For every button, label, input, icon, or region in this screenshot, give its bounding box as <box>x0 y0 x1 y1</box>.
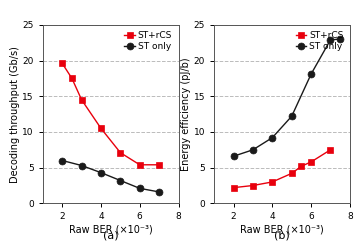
Text: (a): (a) <box>103 230 119 240</box>
ST+rCS <box>137 163 142 166</box>
Text: (b): (b) <box>274 230 290 240</box>
X-axis label: Raw BER (×10⁻³): Raw BER (×10⁻³) <box>69 224 152 234</box>
ST only <box>99 171 103 174</box>
ST only <box>338 38 342 41</box>
ST+rCS <box>299 165 303 168</box>
ST only <box>118 179 122 182</box>
ST only <box>290 115 294 118</box>
Legend: ST+rCS, ST only: ST+rCS, ST only <box>122 29 174 53</box>
ST only <box>137 187 142 190</box>
ST+rCS <box>328 148 333 151</box>
Line: ST only: ST only <box>230 36 344 160</box>
Y-axis label: Energy efficiency (pJ/b): Energy efficiency (pJ/b) <box>181 57 191 171</box>
ST only <box>60 159 64 162</box>
ST only <box>270 136 275 139</box>
ST only <box>157 190 161 193</box>
ST+rCS <box>99 127 103 130</box>
ST+rCS <box>70 77 74 80</box>
ST+rCS <box>290 172 294 175</box>
Line: ST+rCS: ST+rCS <box>59 60 162 168</box>
ST+rCS <box>80 98 84 101</box>
ST+rCS <box>118 151 122 154</box>
ST+rCS <box>309 160 313 163</box>
Line: ST only: ST only <box>59 157 162 195</box>
ST+rCS <box>231 186 236 189</box>
Line: ST+rCS: ST+rCS <box>230 146 334 191</box>
X-axis label: Raw BER (×10⁻³): Raw BER (×10⁻³) <box>240 224 324 234</box>
ST only <box>328 38 333 41</box>
ST only <box>231 155 236 158</box>
ST+rCS <box>60 62 64 65</box>
ST+rCS <box>251 184 255 187</box>
ST only <box>251 148 255 151</box>
ST only <box>80 164 84 167</box>
ST+rCS <box>270 181 275 184</box>
Y-axis label: Decoding throughput (Gb/s): Decoding throughput (Gb/s) <box>10 46 20 183</box>
Legend: ST+rCS, ST only: ST+rCS, ST only <box>294 29 345 53</box>
ST+rCS <box>157 163 161 166</box>
ST only <box>309 73 313 76</box>
